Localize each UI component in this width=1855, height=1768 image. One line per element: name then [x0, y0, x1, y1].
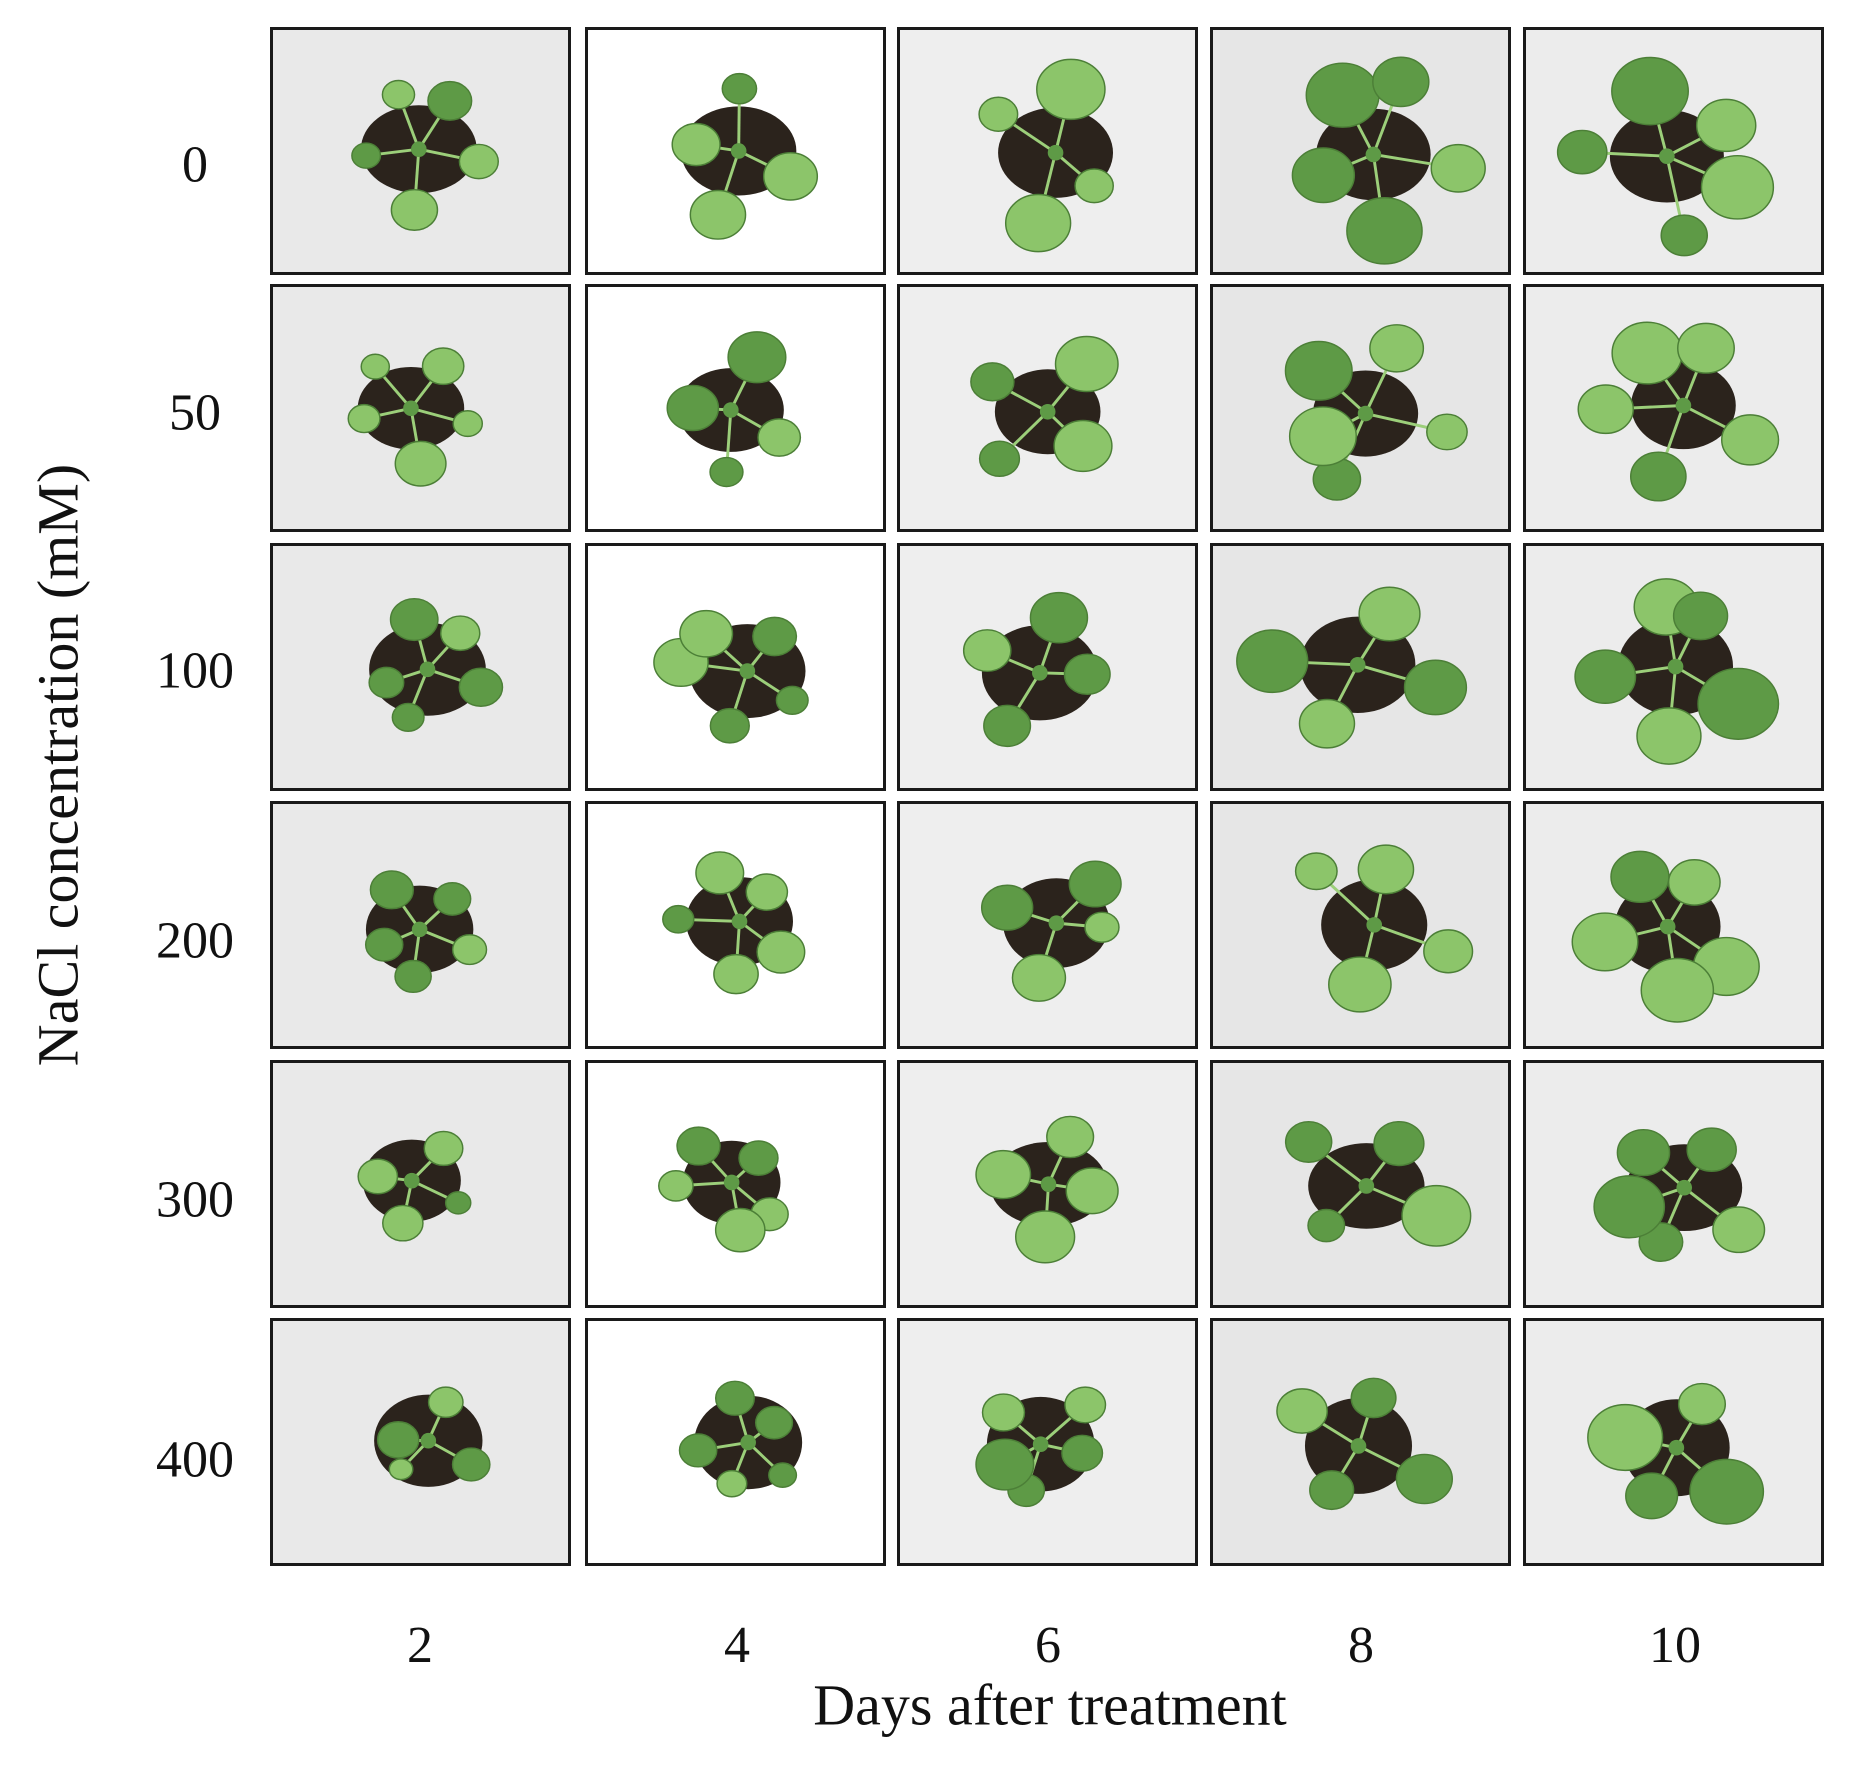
plant-photo-row5-col2	[585, 1060, 886, 1308]
seedling-image	[1577, 321, 1780, 502]
seedling-image	[1294, 844, 1474, 1013]
plant-photo-row3-col2	[585, 543, 886, 791]
seedling-image	[1284, 324, 1468, 501]
seedling-image	[1571, 850, 1760, 1023]
seedling-image	[678, 1380, 803, 1498]
plant-photo-row4-col5	[1523, 801, 1824, 1049]
seedling-image	[658, 1126, 789, 1253]
seedling-image	[980, 860, 1122, 1002]
seedling-image	[662, 851, 806, 995]
plant-photo-row2-col5	[1523, 284, 1824, 532]
plant-photo-row2-col4	[1210, 284, 1511, 532]
plant-photo-row1-col3	[897, 27, 1198, 275]
seedling-image	[1587, 1382, 1765, 1525]
plant-photo-row6-col3	[897, 1318, 1198, 1566]
plant-photo-row3-col4	[1210, 543, 1511, 791]
seedling-image	[351, 79, 499, 231]
plant-photo-row6-col4	[1210, 1318, 1511, 1566]
seedling-image	[1593, 1127, 1766, 1262]
plant-photo-row2-col1	[270, 284, 571, 532]
plant-photo-row3-col3	[897, 543, 1198, 791]
seedling-image	[1276, 1377, 1454, 1511]
seedling-image	[364, 870, 488, 994]
plant-photo-row3-col1	[270, 543, 571, 791]
seedling-image	[1236, 586, 1468, 749]
plant-photo-row6-col2	[585, 1318, 886, 1566]
plant-photo-row1-col2	[585, 27, 886, 275]
seedling-image	[962, 591, 1111, 748]
seedling-image	[666, 331, 802, 488]
plant-photo-row5-col5	[1523, 1060, 1824, 1308]
x-axis-label: Days after treatment	[813, 1672, 1287, 1738]
seedling-image	[1284, 1120, 1472, 1247]
seedling-image	[653, 609, 809, 744]
plant-photo-row4-col3	[897, 801, 1198, 1049]
seedling-image	[1574, 578, 1780, 765]
plant-photo-row5-col4	[1210, 1060, 1511, 1308]
seedling-image	[978, 58, 1114, 253]
seedling-image	[1291, 56, 1486, 265]
plant-photo-row6-col5	[1523, 1318, 1824, 1566]
seedling-image	[1556, 56, 1775, 257]
plant-photo-row4-col2	[585, 801, 886, 1049]
column-label-2: 2	[407, 1617, 433, 1674]
seedling-image	[347, 347, 484, 487]
plant-photo-row6-col1	[270, 1318, 571, 1566]
seedling-image	[374, 1386, 491, 1487]
seedling-image	[975, 1115, 1119, 1264]
plant-photo-row4-col4	[1210, 801, 1511, 1049]
seedling-image	[357, 1130, 472, 1242]
plant-photo-row1-col4	[1210, 27, 1511, 275]
plant-photo-row2-col3	[897, 284, 1198, 532]
plant-photo-row5-col1	[270, 1060, 571, 1308]
plant-photo-row2-col2	[585, 284, 886, 532]
column-label-8: 8	[1348, 1617, 1374, 1674]
plant-photo-row4-col1	[270, 801, 571, 1049]
column-label-10: 10	[1649, 1617, 1701, 1674]
plant-photo-row1-col5	[1523, 27, 1824, 275]
column-label-6: 6	[1035, 1617, 1061, 1674]
plant-photo-row5-col3	[897, 1060, 1198, 1308]
seedling-image	[368, 597, 504, 733]
column-label-4: 4	[724, 1617, 750, 1674]
plant-photo-row3-col5	[1523, 543, 1824, 791]
plant-photo-row1-col1	[270, 27, 571, 275]
seedling-image	[975, 1386, 1107, 1508]
seedling-image	[671, 72, 819, 240]
seedling-image	[970, 335, 1119, 478]
